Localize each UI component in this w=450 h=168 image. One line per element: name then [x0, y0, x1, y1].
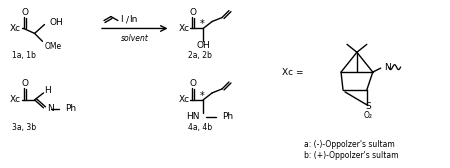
- Text: *: *: [200, 91, 205, 101]
- Text: solvent: solvent: [121, 34, 148, 43]
- Text: O: O: [190, 79, 197, 89]
- Text: OH: OH: [196, 41, 210, 50]
- Text: O₂: O₂: [363, 111, 372, 120]
- Text: H: H: [44, 87, 51, 95]
- Text: N: N: [48, 104, 54, 113]
- Text: OH: OH: [50, 18, 63, 27]
- Text: N: N: [384, 63, 391, 72]
- Text: I: I: [121, 15, 123, 24]
- Text: O: O: [21, 79, 28, 89]
- Text: O: O: [190, 8, 197, 17]
- Text: In: In: [130, 15, 138, 24]
- Text: S: S: [365, 102, 371, 111]
- Text: 1a, 1b: 1a, 1b: [12, 51, 36, 60]
- Text: *: *: [200, 19, 205, 30]
- Text: Xc: Xc: [10, 95, 21, 104]
- Text: O: O: [21, 8, 28, 17]
- Text: 3a, 3b: 3a, 3b: [12, 123, 36, 132]
- Text: Xc =: Xc =: [282, 68, 303, 77]
- Text: 4a, 4b: 4a, 4b: [188, 123, 212, 132]
- Text: Xc: Xc: [178, 24, 189, 33]
- Text: Xc: Xc: [178, 95, 189, 104]
- Text: Ph: Ph: [222, 112, 233, 121]
- Text: HN: HN: [186, 112, 199, 121]
- Text: Ph: Ph: [65, 104, 77, 113]
- Text: /: /: [126, 15, 129, 24]
- Text: a: (-)-Oppolzer's sultam: a: (-)-Oppolzer's sultam: [304, 140, 395, 149]
- Text: OMe: OMe: [45, 42, 62, 51]
- Text: Xc: Xc: [10, 24, 21, 33]
- Text: 2a, 2b: 2a, 2b: [188, 51, 212, 60]
- Text: b: (+)-Oppolzer's sultam: b: (+)-Oppolzer's sultam: [304, 151, 399, 160]
